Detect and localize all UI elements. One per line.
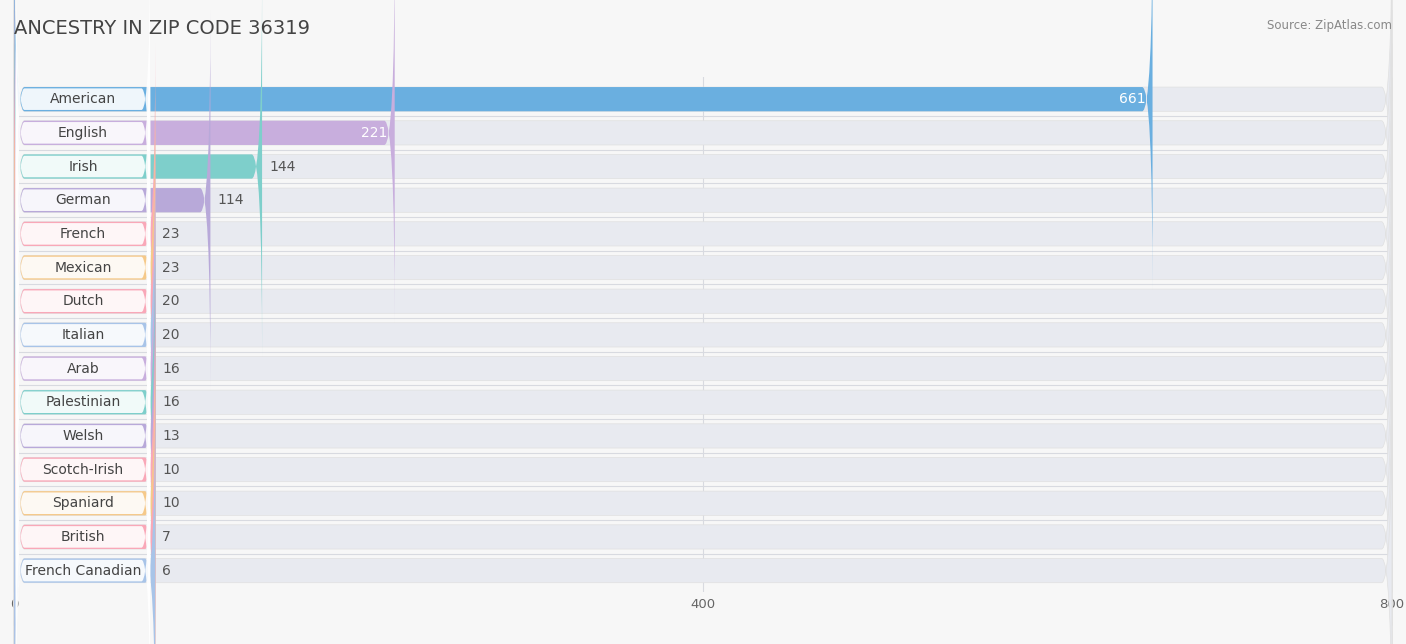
Text: British: British [60, 530, 105, 544]
Text: 7: 7 [162, 530, 172, 544]
Text: 13: 13 [162, 429, 180, 443]
FancyBboxPatch shape [14, 347, 1392, 644]
FancyBboxPatch shape [15, 144, 150, 459]
Text: German: German [55, 193, 111, 207]
Text: American: American [49, 92, 117, 106]
Text: 6: 6 [162, 564, 172, 578]
Text: French Canadian: French Canadian [25, 564, 141, 578]
Text: English: English [58, 126, 108, 140]
FancyBboxPatch shape [15, 211, 150, 526]
FancyBboxPatch shape [15, 9, 150, 324]
Text: Scotch-Irish: Scotch-Irish [42, 462, 124, 477]
Text: 20: 20 [162, 328, 180, 342]
Text: Source: ZipAtlas.com: Source: ZipAtlas.com [1267, 19, 1392, 32]
FancyBboxPatch shape [14, 145, 155, 525]
Text: Palestinian: Palestinian [45, 395, 121, 409]
FancyBboxPatch shape [14, 0, 395, 323]
FancyBboxPatch shape [14, 44, 1392, 424]
Text: 16: 16 [162, 361, 180, 375]
Text: 114: 114 [218, 193, 243, 207]
FancyBboxPatch shape [14, 10, 211, 390]
Text: French: French [60, 227, 105, 241]
FancyBboxPatch shape [14, 314, 155, 644]
Text: 16: 16 [162, 395, 180, 409]
FancyBboxPatch shape [14, 246, 1392, 626]
Text: Welsh: Welsh [62, 429, 104, 443]
FancyBboxPatch shape [14, 0, 1153, 289]
FancyBboxPatch shape [14, 279, 1392, 644]
Text: 10: 10 [162, 462, 180, 477]
FancyBboxPatch shape [15, 0, 150, 290]
Text: 661: 661 [1119, 92, 1146, 106]
Text: Mexican: Mexican [55, 261, 111, 274]
FancyBboxPatch shape [14, 213, 1392, 592]
Text: Arab: Arab [66, 361, 100, 375]
FancyBboxPatch shape [14, 178, 1392, 558]
Text: Spaniard: Spaniard [52, 497, 114, 510]
FancyBboxPatch shape [15, 278, 150, 594]
Text: 10: 10 [162, 497, 180, 510]
Text: Italian: Italian [62, 328, 104, 342]
FancyBboxPatch shape [14, 44, 155, 424]
FancyBboxPatch shape [14, 0, 1392, 356]
FancyBboxPatch shape [14, 213, 155, 592]
FancyBboxPatch shape [14, 145, 1392, 525]
FancyBboxPatch shape [14, 0, 1392, 289]
Text: 23: 23 [162, 227, 180, 241]
FancyBboxPatch shape [14, 381, 155, 644]
FancyBboxPatch shape [14, 178, 155, 558]
FancyBboxPatch shape [14, 0, 262, 356]
FancyBboxPatch shape [15, 245, 150, 560]
FancyBboxPatch shape [14, 279, 155, 644]
Text: Dutch: Dutch [62, 294, 104, 308]
FancyBboxPatch shape [14, 111, 1392, 491]
FancyBboxPatch shape [15, 110, 150, 425]
FancyBboxPatch shape [15, 379, 150, 644]
Text: 221: 221 [361, 126, 388, 140]
FancyBboxPatch shape [15, 413, 150, 644]
FancyBboxPatch shape [14, 78, 155, 457]
FancyBboxPatch shape [14, 78, 1392, 457]
FancyBboxPatch shape [14, 381, 1392, 644]
FancyBboxPatch shape [14, 10, 1392, 390]
FancyBboxPatch shape [14, 0, 1392, 323]
Text: Irish: Irish [69, 160, 97, 173]
Text: 20: 20 [162, 294, 180, 308]
FancyBboxPatch shape [14, 347, 155, 644]
Text: ANCESTRY IN ZIP CODE 36319: ANCESTRY IN ZIP CODE 36319 [14, 19, 311, 39]
FancyBboxPatch shape [15, 43, 150, 358]
FancyBboxPatch shape [15, 76, 150, 392]
FancyBboxPatch shape [15, 0, 150, 257]
FancyBboxPatch shape [14, 314, 1392, 644]
FancyBboxPatch shape [15, 346, 150, 644]
Text: 144: 144 [269, 160, 295, 173]
FancyBboxPatch shape [14, 111, 155, 491]
Text: 23: 23 [162, 261, 180, 274]
FancyBboxPatch shape [15, 312, 150, 627]
FancyBboxPatch shape [14, 246, 155, 626]
FancyBboxPatch shape [15, 177, 150, 493]
